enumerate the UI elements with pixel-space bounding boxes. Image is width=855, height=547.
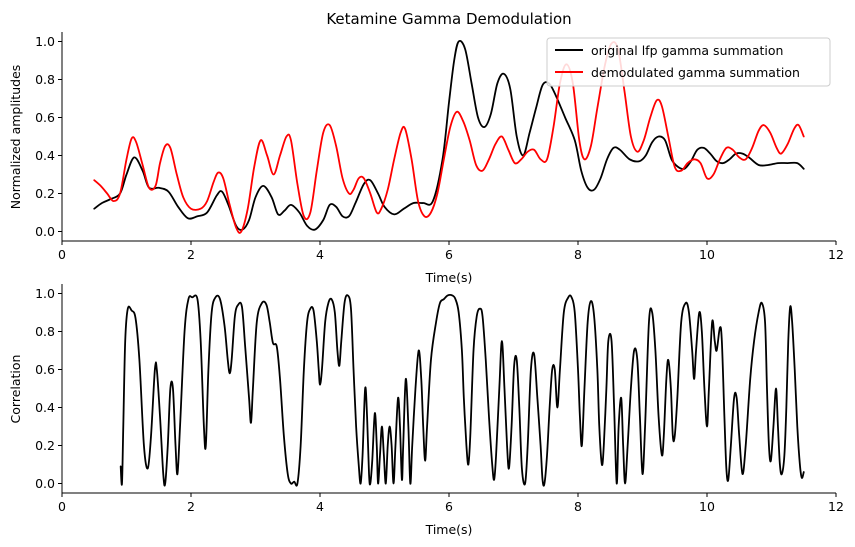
y-tick-label: 0.4	[35, 148, 55, 163]
y-tick-label: 0.4	[35, 400, 55, 415]
x-tick-label: 12	[828, 499, 844, 514]
legend-label-original: original lfp gamma summation	[591, 43, 783, 58]
y-tick-label: 0.2	[35, 186, 55, 201]
x-tick-label: 0	[58, 247, 66, 262]
legend: original lfp gamma summation demodulated…	[546, 37, 831, 87]
y-tick-label: 0.2	[35, 438, 55, 453]
x-tick-label: 2	[187, 499, 195, 514]
x-tick-label: 2	[187, 247, 195, 262]
x-tick-label: 12	[828, 247, 844, 262]
y-tick-label: 0.8	[35, 72, 55, 87]
series-line-demodulated	[93, 41, 805, 234]
legend-frame	[546, 37, 831, 87]
x-tick-label: 10	[699, 499, 715, 514]
y-tick-label: 1.0	[35, 34, 55, 49]
top-x-axis-label: Time(s)	[425, 270, 473, 285]
y-tick-label: 0.6	[35, 362, 55, 377]
x-tick-label: 10	[699, 247, 715, 262]
x-tick-label: 4	[316, 499, 324, 514]
top-y-axis-label: Normalized amplitudes	[8, 65, 23, 210]
x-tick-label: 8	[574, 247, 582, 262]
y-tick-label: 0.0	[35, 476, 55, 491]
y-tick-label: 0.0	[35, 224, 55, 239]
legend-label-demodulated: demodulated gamma summation	[591, 65, 800, 80]
y-tick-label: 0.8	[35, 324, 55, 339]
top-panel: Ketamine Gamma Demodulation 0 2 4 6 8 10 12 0.0…	[8, 10, 844, 285]
x-tick-label: 6	[445, 247, 453, 262]
x-tick-label: 6	[445, 499, 453, 514]
bottom-y-axis-label: Correlation	[8, 355, 23, 424]
series-line-correlation	[119, 294, 805, 487]
x-tick-label: 4	[316, 247, 324, 262]
y-tick-label: 1.0	[35, 286, 55, 301]
x-tick-label: 0	[58, 499, 66, 514]
bottom-panel: 0 2 4 6 8 10 12 0.0 0.2 0.4 0.6 0.8 1.0 Time(s) Corr…	[8, 284, 844, 537]
chart-title: Ketamine Gamma Demodulation	[326, 10, 571, 28]
y-tick-label: 0.6	[35, 110, 55, 125]
bottom-plot-area: 0 2 4 6 8 10 12 0.0 0.2 0.4 0.6 0.8 1.0	[35, 284, 844, 514]
bottom-x-axis-label: Time(s)	[425, 522, 473, 537]
top-plot-area: 0 2 4 6 8 10 12 0.0 0.2 0.4 0.6 0.8 1.0	[35, 32, 844, 262]
x-tick-label: 8	[574, 499, 582, 514]
